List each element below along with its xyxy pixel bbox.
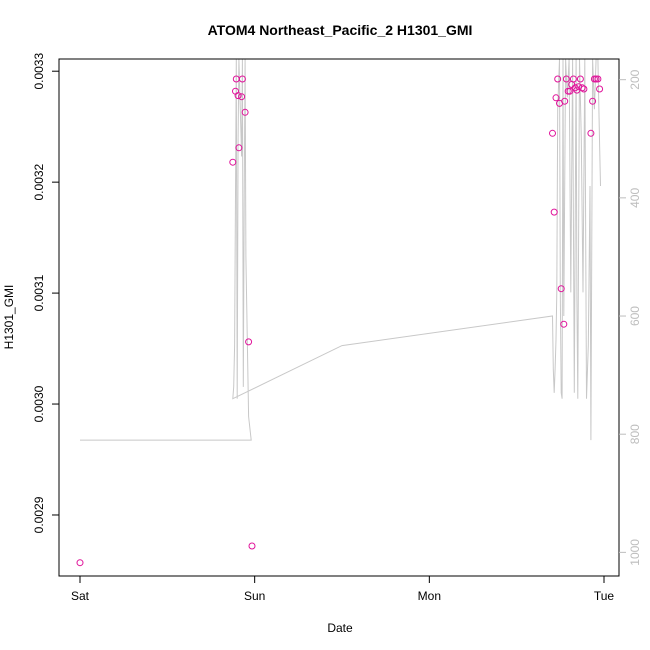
data-point	[566, 87, 574, 95]
data-point	[561, 97, 569, 105]
data-point	[76, 559, 84, 567]
plot-area	[76, 59, 604, 567]
x-tick-label: Mon	[418, 589, 441, 603]
x-axis: Sat Sun Mon Tue	[71, 575, 615, 603]
data-point	[562, 75, 570, 83]
data-point	[552, 94, 560, 102]
x-axis-label: Date	[327, 621, 353, 635]
x-tick-label: Tue	[594, 589, 615, 603]
data-point	[587, 129, 595, 137]
right-y-tick-label: 400	[628, 188, 642, 208]
data-point	[549, 129, 556, 137]
data-point	[589, 97, 597, 105]
data-point	[234, 92, 242, 100]
data-point	[550, 208, 558, 216]
series-line-0	[80, 59, 601, 441]
data-point	[241, 108, 249, 116]
right-y-tick-label: 200	[628, 69, 642, 89]
right-y-tick-label: 800	[628, 424, 642, 444]
y-tick-label: 0.0033	[32, 53, 46, 90]
data-point	[596, 85, 604, 93]
y-axis-right: 200 400 600 800 1000	[619, 69, 642, 566]
data-point	[578, 84, 586, 92]
y-tick-label: 0.0032	[32, 163, 46, 200]
y-axis-left: 0.0029 0.0030 0.0031 0.0032 0.0033	[32, 53, 59, 533]
data-point	[560, 320, 568, 328]
y-tick-label: 0.0029	[32, 496, 46, 533]
x-tick-label: Sat	[71, 589, 90, 603]
y-axis-label: H1301_GMI	[2, 285, 16, 350]
right-y-tick-label: 1000	[628, 539, 642, 566]
data-point	[238, 75, 246, 83]
data-point	[594, 75, 602, 83]
data-point	[557, 285, 565, 293]
data-point	[238, 93, 246, 101]
data-point	[569, 75, 577, 83]
y-tick-label: 0.0030	[32, 385, 46, 422]
data-point	[229, 158, 237, 166]
data-point	[245, 338, 253, 346]
data-point	[248, 542, 256, 550]
data-point	[235, 144, 243, 152]
data-point	[576, 75, 584, 83]
right-y-tick-label: 600	[628, 306, 642, 326]
data-point	[554, 75, 562, 83]
data-point	[580, 85, 588, 93]
y-tick-label: 0.0031	[32, 274, 46, 311]
chart-title: ATOM4 Northeast_Pacific_2 H1301_GMI	[208, 22, 473, 38]
x-tick-label: Sun	[244, 589, 265, 603]
